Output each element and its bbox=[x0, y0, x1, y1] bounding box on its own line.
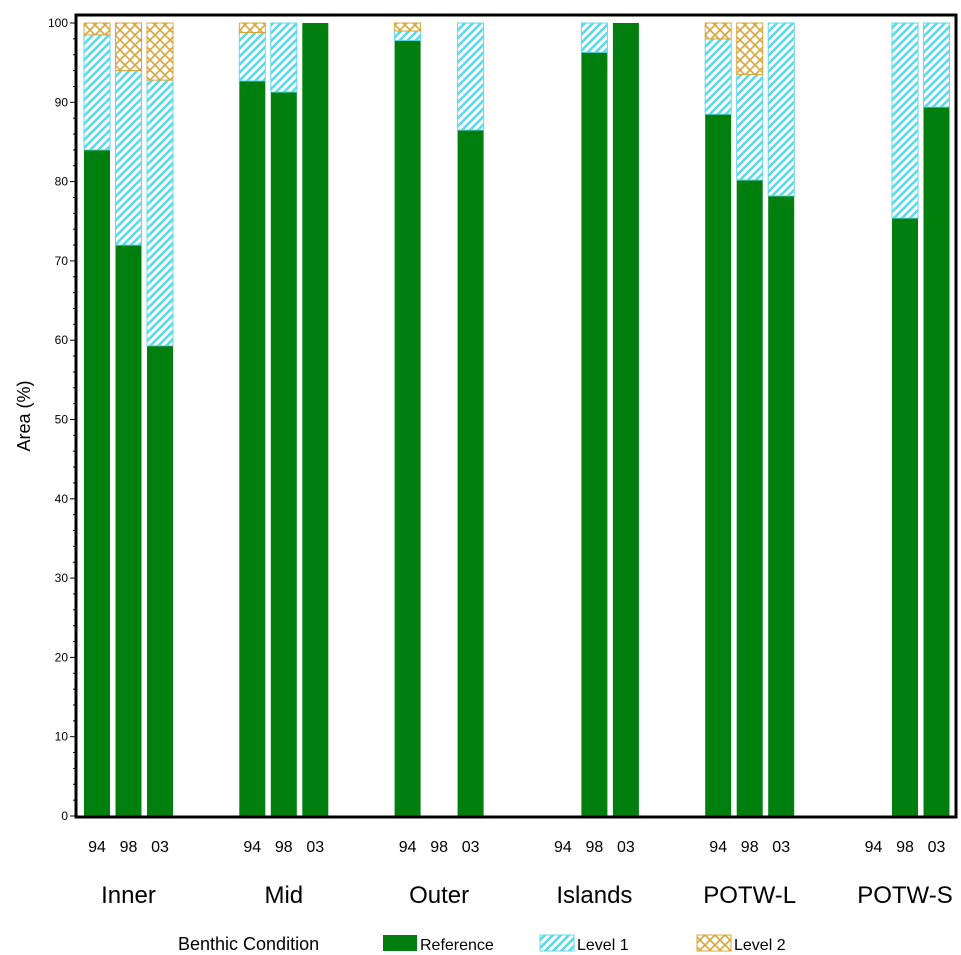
y-axis: 0 10 20 30 40 50 60 70 80 90 100 bbox=[48, 16, 76, 823]
year-tick-label: 03 bbox=[772, 839, 790, 856]
year-tick-label: 03 bbox=[617, 839, 635, 856]
legend-swatch-level1 bbox=[539, 934, 575, 952]
bar-segment-level1 bbox=[891, 22, 919, 219]
bar-segment-level2 bbox=[394, 22, 422, 32]
group-label: POTW-L bbox=[703, 882, 796, 909]
bar-segment-reference bbox=[457, 130, 484, 816]
bar-segment-reference bbox=[239, 80, 266, 817]
bar-segment-level1 bbox=[270, 22, 298, 93]
year-tick-label: 03 bbox=[462, 839, 480, 856]
y-tick-label: 0 bbox=[61, 809, 68, 823]
bar-segment-reference bbox=[394, 40, 421, 817]
bar-segment-level1 bbox=[736, 74, 764, 181]
year-tick-label: 94 bbox=[399, 839, 417, 856]
bar-segment-level2 bbox=[736, 22, 764, 76]
bar-segment-level1 bbox=[238, 32, 266, 82]
y-tick-label: 10 bbox=[55, 730, 69, 744]
year-tick-label: 98 bbox=[275, 839, 293, 856]
x-axis-labels: 94 98 03 Inner 94 98 03 Mid 94 98 03 Outer 94 98 03 Isl… bbox=[88, 839, 953, 909]
bar-segment-reference bbox=[115, 245, 142, 817]
y-tick-label: 100 bbox=[48, 16, 68, 30]
group-label: Outer bbox=[409, 882, 469, 909]
y-tick-label: 60 bbox=[55, 333, 69, 347]
year-tick-label: 03 bbox=[928, 839, 946, 856]
bar-segment-level2 bbox=[238, 22, 266, 34]
year-tick-label: 98 bbox=[896, 839, 914, 856]
bar-segment-reference bbox=[612, 23, 639, 816]
year-tick-label: 94 bbox=[554, 839, 572, 856]
y-tick-label: 70 bbox=[55, 254, 69, 268]
bar-segment-reference bbox=[705, 114, 732, 816]
group-label: Islands bbox=[556, 882, 632, 909]
legend-label-level1: Level 1 bbox=[577, 937, 629, 954]
group-label: POTW-S bbox=[857, 882, 953, 909]
year-tick-label: 03 bbox=[151, 839, 169, 856]
bar-segment-level1 bbox=[83, 34, 111, 151]
bar-segment-level2 bbox=[146, 22, 174, 81]
bar-segment-level2 bbox=[704, 22, 732, 40]
bar-segment-reference bbox=[302, 23, 329, 816]
y-tick-label: 40 bbox=[55, 492, 69, 506]
group-label: Inner bbox=[101, 882, 156, 909]
bar-segment-level2 bbox=[115, 22, 142, 72]
bar-segment-level1 bbox=[767, 22, 795, 197]
legend-swatch-reference bbox=[383, 935, 417, 951]
bar-segment-level1 bbox=[580, 22, 608, 53]
legend-title: Benthic Condition bbox=[178, 934, 319, 954]
y-tick-label: 50 bbox=[55, 413, 69, 427]
year-tick-label: 98 bbox=[586, 839, 604, 856]
bar-segment-level1 bbox=[115, 70, 142, 246]
year-tick-label: 98 bbox=[430, 839, 448, 856]
year-tick-label: 94 bbox=[88, 839, 106, 856]
bar-segment-level1 bbox=[146, 79, 174, 347]
bar-segment-reference bbox=[923, 107, 950, 817]
plot-frame bbox=[74, 13, 958, 819]
year-tick-label: 94 bbox=[243, 839, 261, 856]
year-tick-label: 98 bbox=[741, 839, 759, 856]
bar-segment-reference bbox=[270, 91, 297, 817]
bar-segment-level1 bbox=[457, 22, 485, 131]
year-tick-label: 98 bbox=[120, 839, 138, 856]
y-tick-label: 80 bbox=[55, 175, 69, 189]
bar-segment-level2 bbox=[83, 22, 111, 36]
group-label: Mid bbox=[264, 882, 303, 909]
bars-layer bbox=[83, 22, 950, 817]
bar-segment-reference bbox=[147, 345, 173, 816]
legend-swatch-level2 bbox=[696, 934, 732, 952]
y-axis-title: Area (%) bbox=[14, 380, 34, 451]
bar-segment-reference bbox=[736, 180, 763, 816]
y-tick-label: 30 bbox=[55, 571, 69, 585]
year-tick-label: 03 bbox=[306, 839, 324, 856]
y-tick-label: 90 bbox=[55, 95, 69, 109]
legend-label-level2: Level 2 bbox=[734, 937, 786, 954]
legend-label-reference: Reference bbox=[420, 937, 494, 954]
legend: Benthic Condition Reference Level 1 Level … bbox=[178, 934, 786, 954]
y-tick-label: 20 bbox=[55, 650, 69, 664]
bar-segment-reference bbox=[84, 149, 110, 816]
bar-segment-reference bbox=[581, 52, 608, 816]
bar-segment-reference bbox=[768, 195, 795, 816]
bar-segment-level1 bbox=[704, 38, 732, 115]
year-tick-label: 94 bbox=[865, 839, 883, 856]
bar-segment-level1 bbox=[394, 30, 422, 41]
year-tick-label: 94 bbox=[709, 839, 727, 856]
bar-segment-level1 bbox=[923, 22, 950, 108]
bar-segment-reference bbox=[892, 218, 918, 816]
